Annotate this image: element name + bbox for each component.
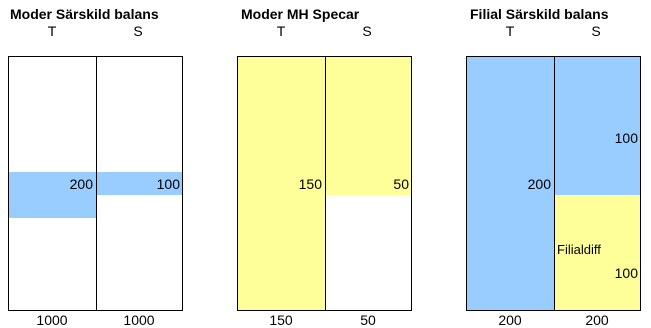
panel-3-diff-label: Filialdiff	[557, 242, 601, 257]
panel-2-t-account: 150 50	[237, 56, 412, 311]
panel-3-title: Filial Särskild balans	[470, 6, 609, 22]
panel-3-t-account: 200 100 Filialdiff 100	[466, 56, 641, 311]
panel-2-title: Moder MH Specar	[241, 6, 360, 22]
panel-3-diff-amount: 100	[614, 265, 638, 281]
panel-2-s-amount: 50	[393, 176, 409, 192]
panel-1-col-s-header: S	[133, 23, 143, 39]
panel-1-divider	[96, 57, 97, 310]
panel-1-t-blue-block	[9, 172, 96, 218]
panel-1-t-amount: 200	[69, 176, 93, 192]
panel-3-s-blue-block	[555, 57, 640, 195]
panel-3-total-s: 200	[585, 312, 609, 328]
panel-2-col-s-header: S	[362, 23, 372, 39]
panel-3-total-t: 200	[498, 312, 522, 328]
panel-2-total-s: 50	[360, 312, 376, 328]
panel-1-t-account: 200 100	[8, 56, 183, 311]
panel-3-t-blue-block	[467, 57, 554, 310]
panel-3-divider	[554, 57, 555, 310]
panel-1-total-t: 1000	[36, 312, 68, 328]
panel-1-total-s: 1000	[123, 312, 155, 328]
panel-3-s-yellow-block	[555, 195, 640, 310]
panel-2-s-yellow-block	[326, 57, 411, 195]
panel-1-col-t-header: T	[47, 23, 57, 39]
panel-2-total-t: 150	[269, 312, 293, 328]
panel-1-title: Moder Särskild balans	[10, 6, 159, 22]
panel-2-t-yellow-block	[238, 57, 325, 310]
panel-1-s-blue-block	[97, 172, 182, 195]
panel-2-divider	[325, 57, 326, 310]
panel-2-t-amount: 150	[298, 176, 322, 192]
panel-3-t-amount: 200	[527, 176, 551, 192]
panel-3-col-s-header: S	[591, 23, 601, 39]
panel-3-col-t-header: T	[505, 23, 515, 39]
panel-3-s-amount: 100	[614, 130, 638, 146]
panel-2-col-t-header: T	[276, 23, 286, 39]
panel-1-s-amount: 100	[156, 176, 180, 192]
